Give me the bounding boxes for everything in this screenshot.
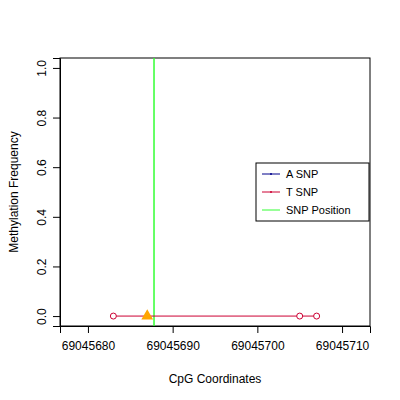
x-axis-line bbox=[61, 327, 371, 334]
x-tick-label: 69045680 bbox=[62, 339, 116, 353]
legend-label: A SNP bbox=[286, 168, 318, 180]
legend-label: T SNP bbox=[286, 186, 318, 198]
y-tick-label: 0.0 bbox=[35, 308, 49, 325]
legend-box bbox=[256, 163, 369, 221]
y-axis-title: Methylation Frequency bbox=[7, 131, 21, 252]
y-tick: 0.4 bbox=[35, 209, 60, 226]
y-tick-mark bbox=[53, 167, 60, 168]
x-tick-mark bbox=[342, 326, 343, 333]
legend-swatch bbox=[262, 174, 280, 175]
y-tick-label: 0.2 bbox=[35, 258, 49, 275]
plot-area bbox=[110, 58, 319, 326]
chart: 690456806904569069045700690457100.00.20.… bbox=[0, 0, 400, 400]
legend-marker bbox=[270, 173, 272, 175]
y-tick-mark bbox=[53, 217, 60, 218]
y-axis-line bbox=[53, 59, 61, 327]
legend-swatch bbox=[262, 210, 280, 211]
series-point bbox=[110, 313, 116, 319]
legend-marker bbox=[270, 191, 272, 193]
x-tick: 69045710 bbox=[316, 326, 370, 353]
y-tick-mark bbox=[53, 68, 60, 69]
x-tick-mark bbox=[88, 326, 89, 333]
y-tick-label: 0.8 bbox=[35, 109, 49, 126]
legend-label: SNP Position bbox=[286, 204, 351, 216]
series-point bbox=[314, 313, 320, 319]
y-tick: 0.2 bbox=[35, 258, 60, 275]
y-tick-label: 0.6 bbox=[35, 159, 49, 176]
x-tick: 69045700 bbox=[231, 326, 285, 353]
x-tick-mark bbox=[173, 326, 174, 333]
y-tick-mark bbox=[53, 118, 60, 119]
y-tick: 0.8 bbox=[35, 109, 60, 126]
legend-swatch bbox=[262, 192, 280, 193]
x-tick-mark bbox=[257, 326, 258, 333]
x-tick-label: 69045710 bbox=[316, 339, 370, 353]
x-tick: 69045680 bbox=[62, 326, 116, 353]
x-tick-label: 69045690 bbox=[146, 339, 200, 353]
y-axis: 0.0 0.2 0.4 0.6 0.8 1.0 bbox=[35, 59, 61, 327]
legend: A SNP T SNP SNP Position bbox=[256, 163, 369, 221]
x-axis-title: CpG Coordinates bbox=[169, 372, 262, 386]
x-tick-label: 69045700 bbox=[231, 339, 285, 353]
snp-marker bbox=[141, 309, 153, 319]
y-tick: 1.0 bbox=[35, 60, 60, 77]
y-tick-mark bbox=[53, 316, 60, 317]
x-tick: 69045690 bbox=[146, 326, 200, 353]
y-tick: 0.0 bbox=[35, 308, 60, 325]
series-point bbox=[297, 313, 303, 319]
snp-position-line bbox=[153, 58, 155, 326]
y-tick-mark bbox=[53, 266, 60, 267]
plot-frame bbox=[60, 58, 370, 326]
y-tick-label: 1.0 bbox=[35, 60, 49, 77]
y-tick: 0.6 bbox=[35, 159, 60, 176]
x-axis: 69045680 69045690 69045700 69045710 bbox=[61, 326, 371, 353]
y-tick-label: 0.4 bbox=[35, 209, 49, 226]
